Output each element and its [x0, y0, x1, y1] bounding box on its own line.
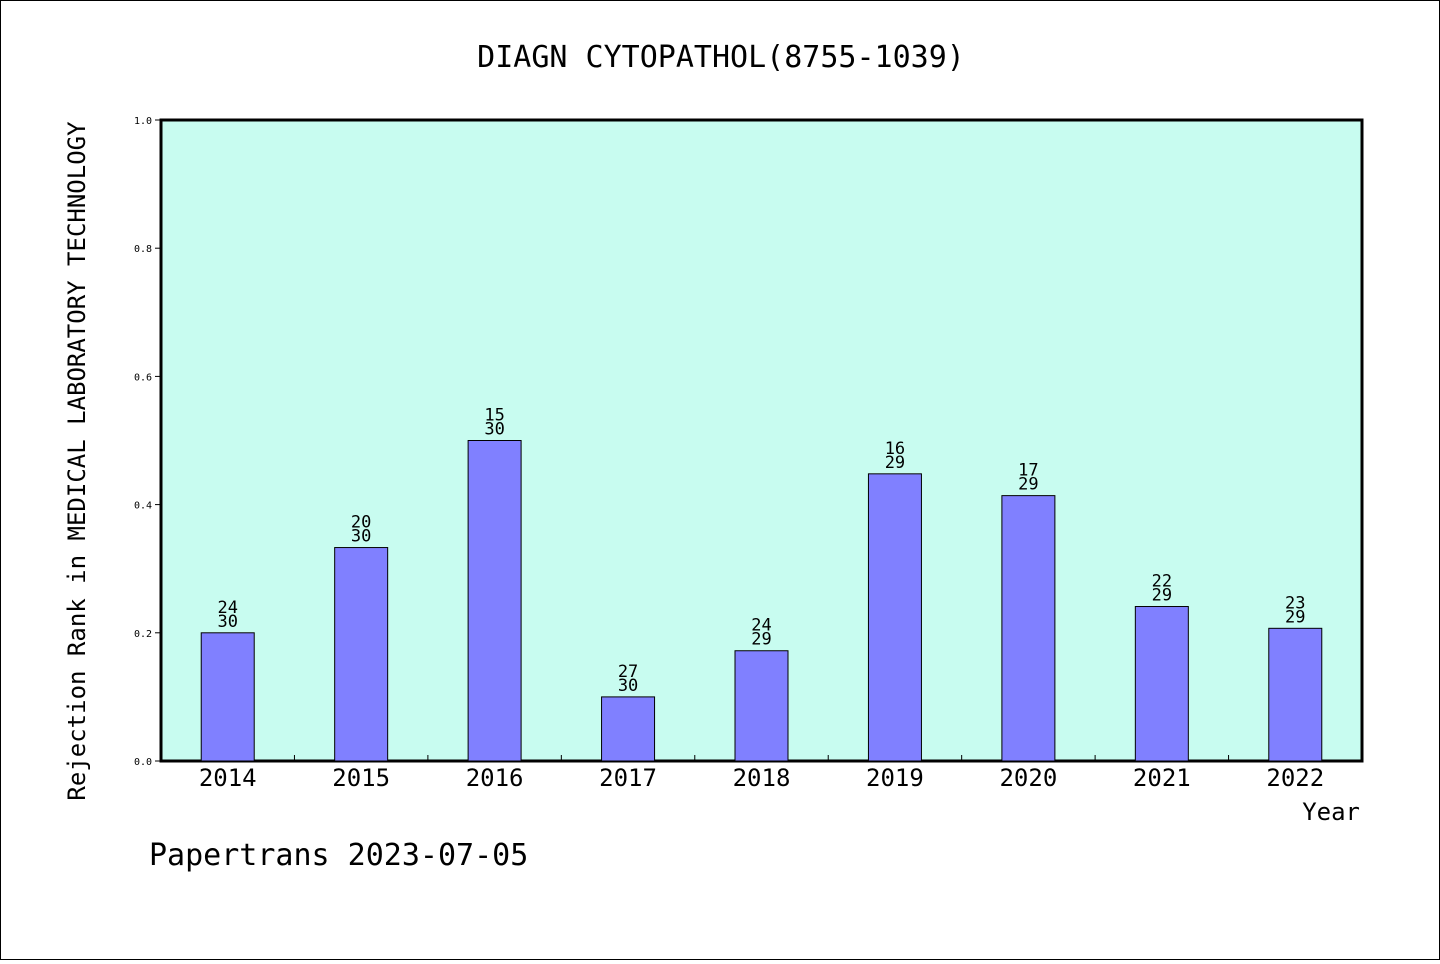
- y-axis-label: Rejection Rank in MEDICAL LABORATORY TEC…: [63, 121, 91, 801]
- y-tick-label: 0.0: [134, 757, 152, 768]
- bar-2014: [200, 632, 255, 762]
- data-label-total: 30: [217, 612, 237, 632]
- x-tick-label: 2021: [1133, 764, 1191, 792]
- x-tick-label: 2016: [466, 764, 524, 792]
- data-label-rank: 15: [484, 406, 504, 426]
- data-label-total: 29: [885, 453, 905, 473]
- x-tick-label: 2019: [866, 764, 924, 792]
- bar-2018: [734, 650, 789, 762]
- x-tick-label: 2015: [332, 764, 390, 792]
- data-label-rank: 24: [217, 598, 237, 618]
- x-tick-label: 2022: [1266, 764, 1324, 792]
- data-label-rank: 24: [751, 616, 771, 636]
- footer-text: Papertrans 2023-07-05: [149, 838, 528, 873]
- bar-2021: [1134, 606, 1189, 762]
- x-axis-ticks: 2014 2015 2016 2017 2018 2019 2020 2021 2022: [199, 755, 1324, 792]
- y-axis-ticks: 0.0 0.2 0.4 0.6 0.8 1.0: [134, 116, 161, 768]
- x-tick-label: 2017: [599, 764, 657, 792]
- data-label-rank: 23: [1285, 593, 1305, 613]
- bar-2016: [467, 440, 522, 762]
- y-tick-label: 0.2: [134, 629, 152, 640]
- y-tick-label: 0.8: [134, 244, 152, 255]
- x-tick-label: 2018: [733, 764, 791, 792]
- bars: [200, 440, 1323, 762]
- bar-2022: [1268, 627, 1323, 762]
- data-label-total: 29: [751, 630, 771, 650]
- data-label-rank: 17: [1018, 461, 1038, 481]
- bar-2015: [334, 547, 389, 762]
- x-tick-label: 2020: [999, 764, 1057, 792]
- chart-title: DIAGN CYTOPATHOL(8755-1039): [477, 40, 965, 75]
- data-label-total: 30: [351, 527, 371, 547]
- data-label-total: 29: [1018, 475, 1038, 495]
- data-label-rank: 16: [885, 439, 905, 459]
- x-tick-label: 2014: [199, 764, 257, 792]
- bar-2020: [1001, 495, 1056, 762]
- y-tick-label: 0.4: [134, 501, 152, 512]
- data-label-total: 30: [618, 676, 638, 696]
- data-label-total: 29: [1285, 607, 1305, 627]
- y-tick-label: 1.0: [134, 116, 152, 127]
- data-label-total: 30: [484, 420, 504, 440]
- data-label-total: 29: [1152, 586, 1172, 606]
- x-axis-label: Year: [1302, 798, 1360, 826]
- data-label-rank: 22: [1152, 572, 1172, 592]
- y-tick-label: 0.6: [134, 372, 152, 383]
- data-label-rank: 20: [351, 513, 371, 533]
- data-label-rank: 27: [618, 662, 638, 682]
- bar-2017: [601, 696, 656, 762]
- bar-2019: [867, 473, 922, 762]
